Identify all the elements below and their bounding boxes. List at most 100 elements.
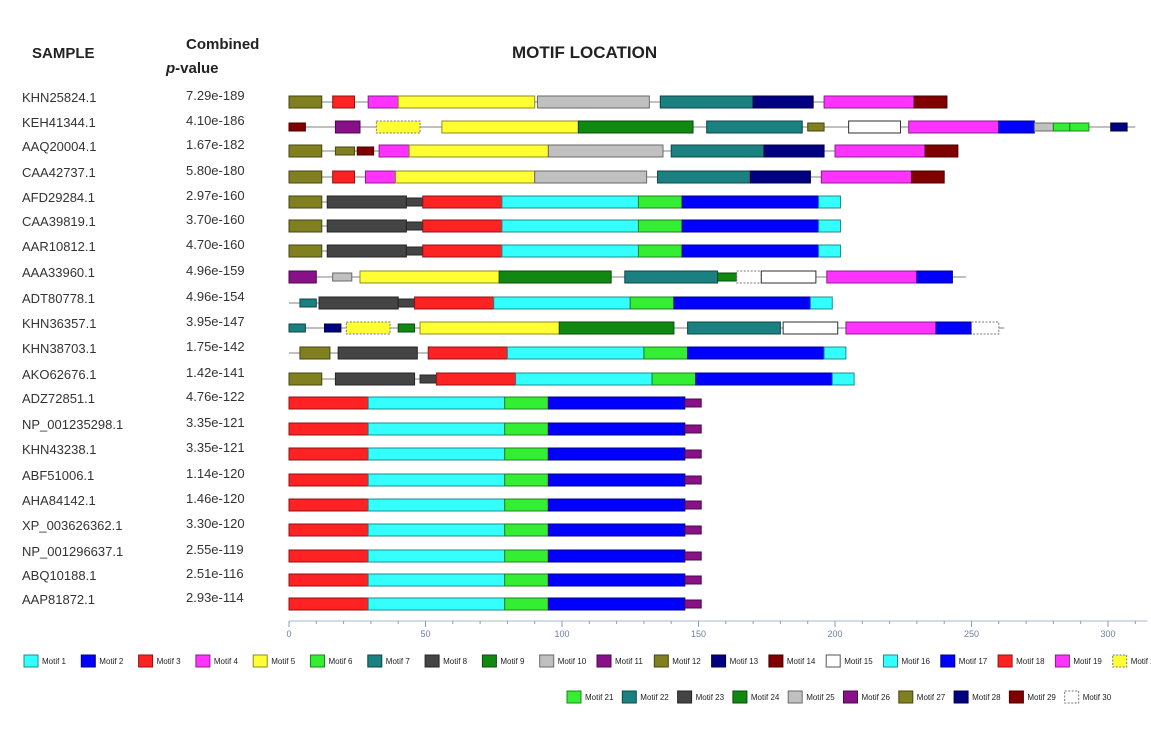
motif-6-block [637,244,683,258]
legend-item-motif-20: Motif 20 [1112,654,1151,668]
motif-1-block [493,296,631,310]
motif-25-block [1033,122,1054,132]
sample-name: CAA39819.1 [22,214,96,229]
legend-item-motif-13: Motif 13 [711,654,759,668]
legend-label: Motif 25 [806,693,835,702]
motif-27-block [334,146,356,156]
legend-label: Motif 19 [1073,657,1102,666]
sample-pvalue: 4.76e-122 [186,389,245,404]
sample-pvalue: 3.35e-121 [186,415,245,430]
motif-11-block [684,424,702,434]
motif-7-block [706,120,803,134]
sample-pvalue: 7.29e-189 [186,88,245,103]
sample-pvalue: 3.30e-120 [186,516,245,531]
legend-label: Motif 2 [99,657,124,666]
sample-row: XP_003626362.1 3.30e-120 [22,516,702,537]
sample-row: KHN43238.1 3.35e-121 [22,440,702,461]
legend-label: Motif 28 [972,693,1001,702]
sample-name: KHN36357.1 [22,316,96,331]
legend-label: Motif 26 [862,693,891,702]
sample-pvalue: 3.95e-147 [186,314,245,329]
motif-14-block [910,170,945,184]
sample-row: AFD29284.1 2.97e-160 [22,188,841,209]
legend-swatch [1054,654,1070,668]
sample-row: AKO62676.1 1.42e-141 [22,365,855,386]
legend-label: Motif 7 [386,657,411,666]
sample-pvalue: 1.75e-142 [186,339,245,354]
motif-7-block [670,144,765,158]
legend-label: Motif 1 [42,657,67,666]
sample-row: AAP81872.1 2.93e-114 [22,590,702,611]
motif-4-block [378,144,410,158]
legend-item-motif-7: Motif 7 [367,654,411,668]
motif-6-block [504,498,549,512]
sample-pvalue: 2.55e-119 [186,542,244,557]
motif-3-block [288,498,369,512]
motif-3-block [288,473,369,487]
motif-6-block [637,195,683,209]
motif-24-block [397,323,416,333]
motif-5-block [419,321,560,335]
sample-row: AAA33960.1 4.96e-159 [22,263,967,284]
legend-item-motif-8: Motif 8 [424,654,468,668]
sample-name: KHN38703.1 [22,341,96,356]
legend-item-motif-18: Motif 18 [997,654,1045,668]
legend-item-motif-28: Motif 28 [953,690,1001,704]
motif-17-block [935,321,973,335]
legend-label: Motif 6 [329,657,354,666]
pvalue-header-line2: p-value [165,60,219,77]
motif-23-block [419,374,437,384]
motif-19-block [823,95,915,109]
position-axis: 0 50 100 150 200 250 300 [286,620,1148,639]
motif-8-block [326,244,407,258]
legend-item-motif-12: Motif 12 [653,654,701,668]
legend-label: Motif 30 [1083,693,1112,702]
sample-name: AAP81872.1 [22,592,95,607]
motif-2-block [547,498,686,512]
legend-swatch [997,654,1013,668]
legend-swatch [23,654,39,668]
motif-13-block [763,144,825,158]
motif-24-block [717,272,738,282]
legend-item-motif-15: Motif 15 [825,654,873,668]
motif-3-block [422,195,503,209]
axis-tick-label: 300 [1100,629,1115,639]
legend-label: Motif 4 [214,657,239,666]
motif-11-block [684,500,702,510]
motif-2-block [547,447,686,461]
legend-label: Motif 12 [672,657,701,666]
motif-5-block [441,120,579,134]
legend-item-motif-16: Motif 16 [883,654,931,668]
sample-pvalue: 1.46e-120 [186,491,245,506]
legend-item-motif-25: Motif 25 [787,690,835,704]
sample-pvalue: 2.93e-114 [186,590,244,605]
motif-3-block [288,523,369,537]
motif-16-block [809,296,833,310]
legend-item-motif-30: Motif 30 [1064,690,1112,704]
sample-pvalue: 5.80e-180 [186,163,245,178]
legend-label: Motif 22 [640,693,669,702]
motif-8-block [318,296,399,310]
motif-3-block [288,422,369,436]
sample-row: AAQ20004.1 1.67e-182 [22,137,959,158]
legend-label: Motif 3 [157,657,182,666]
motif-16-block [818,195,841,209]
sample-name: AFD29284.1 [22,190,95,205]
motif-20-block [345,321,391,335]
sample-row: ABQ10188.1 2.51e-116 [22,566,702,587]
motif-2-block [681,195,820,209]
motif-23-block [405,221,424,231]
axis-tick-label: 0 [286,629,291,639]
motif-2-block [673,296,811,310]
motif-6-block [504,549,549,563]
sample-row: AAR10812.1 4.70e-160 [22,237,841,258]
legend-swatch [481,654,497,668]
sample-name: KHN43238.1 [22,442,96,457]
motif-17-block [916,270,953,284]
legend-item-motif-21: Motif 21 [566,690,614,704]
sample-name: ADT80778.1 [22,291,95,306]
legend-item-motif-29: Motif 29 [1008,690,1056,704]
motif-19-block [834,144,926,158]
legend-item-motif-2: Motif 2 [80,654,124,668]
motif-7-block [687,321,781,335]
